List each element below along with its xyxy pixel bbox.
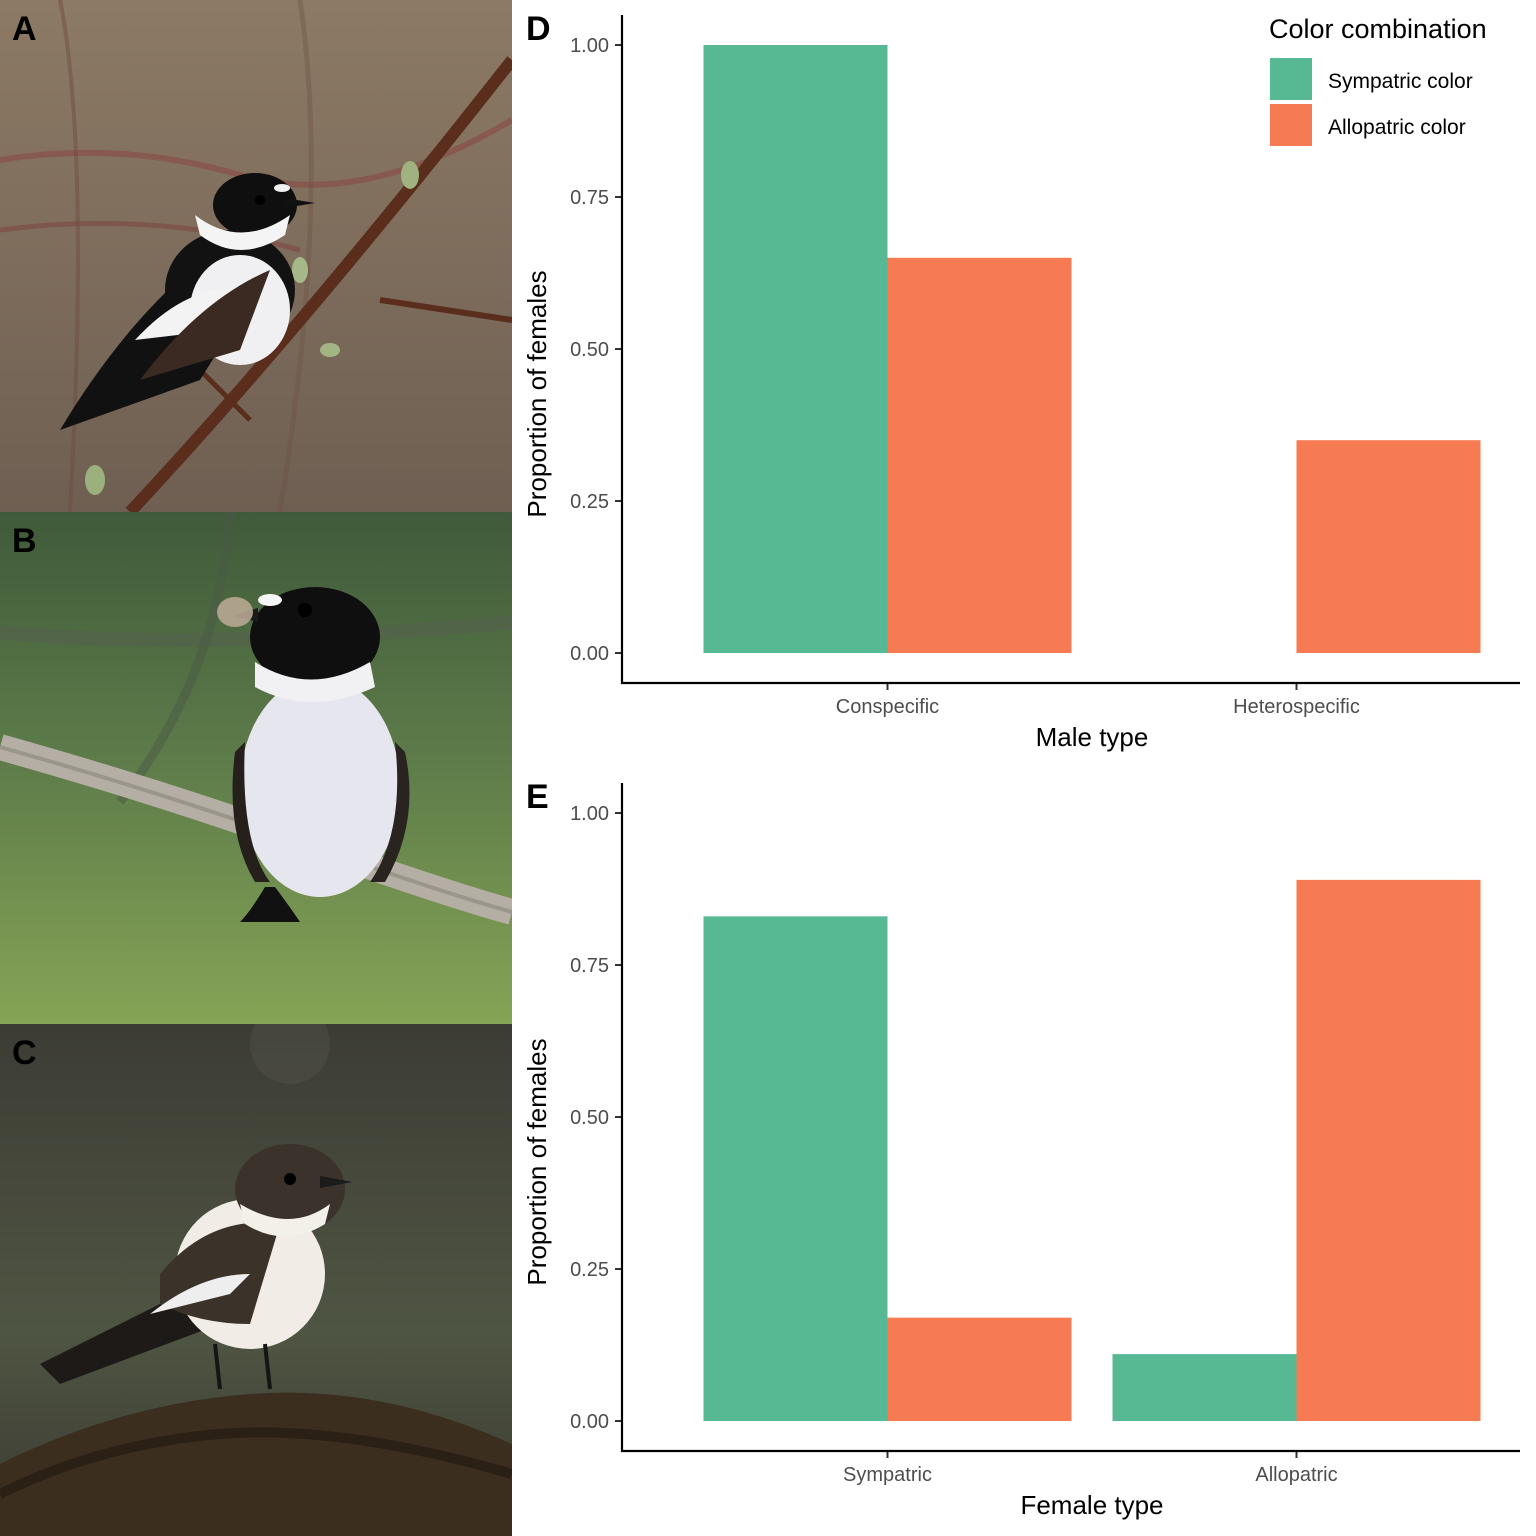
y-tick-label: 0.50 <box>570 1107 609 1129</box>
bar-group <box>703 879 1481 1421</box>
bar-chart-female-type: E 0.00 0.25 0.50 0.75 1.00 Sympatric Allopatr… <box>522 778 1520 1520</box>
x-tick-label-allopatric: Allopatric <box>1255 1464 1337 1486</box>
x-axis-ticks: Conspecific Heterospecific <box>836 683 1360 718</box>
panel-label-b: B <box>12 522 37 560</box>
x-tick-label-sympatric: Sympatric <box>843 1464 932 1486</box>
photo-a-collared-flycatcher-male <box>0 0 512 512</box>
y-tick-label: 0.50 <box>570 339 609 361</box>
x-tick-label-heterospecific: Heterospecific <box>1233 696 1360 718</box>
y-tick-label: 0.00 <box>570 1411 609 1433</box>
x-tick-label-conspecific: Conspecific <box>836 696 939 718</box>
legend-swatch-sympatric <box>1270 58 1312 100</box>
y-tick-label: 0.75 <box>570 187 609 209</box>
y-axis-ticks: 0.00 0.25 0.50 0.75 1.00 <box>570 35 622 665</box>
panel-label-c: C <box>12 1034 37 1072</box>
photo-c-flycatcher-female <box>0 1024 512 1536</box>
x-axis-title: Female type <box>1020 1490 1163 1520</box>
y-tick-label: 1.00 <box>570 35 609 57</box>
y-axis-title: Proportion of females <box>522 1038 552 1285</box>
legend-label-allopatric: Allopatric color <box>1328 116 1466 139</box>
legend-label-sympatric: Sympatric color <box>1328 70 1473 93</box>
y-tick-label: 0.75 <box>570 955 609 977</box>
legend: Color combination Sympatric color Allopa… <box>1269 14 1487 146</box>
y-tick-label: 0.25 <box>570 1259 609 1281</box>
bar-allopatric-allopatric-color <box>1296 879 1481 1421</box>
y-axis-title: Proportion of females <box>522 270 552 517</box>
y-tick-label: 0.25 <box>570 491 609 513</box>
bar-group <box>703 45 1481 653</box>
bar-sympatric-sympatric-color <box>703 916 888 1421</box>
bar-allopatric-sympatric-color <box>1112 1354 1297 1421</box>
photo-b-pied-flycatcher-male <box>0 512 512 1024</box>
bar-chart-male-type: D 0.00 0.25 0.50 0.75 1.00 Conspecific Hetero… <box>522 10 1520 752</box>
y-tick-label: 0.00 <box>570 643 609 665</box>
bar-heterospecific-allopatric-color <box>1296 440 1481 653</box>
panel-label-d: D <box>526 10 551 48</box>
y-tick-label: 1.00 <box>570 803 609 825</box>
x-axis-title: Male type <box>1036 722 1149 752</box>
bar-sympatric-allopatric-color <box>887 1317 1072 1421</box>
panel-label-e: E <box>526 778 549 816</box>
legend-title: Color combination <box>1269 14 1487 44</box>
legend-swatch-allopatric <box>1270 104 1312 146</box>
bar-conspecific-allopatric-color <box>887 257 1072 653</box>
y-axis-ticks: 0.00 0.25 0.50 0.75 1.00 <box>570 803 622 1433</box>
x-axis-ticks: Sympatric Allopatric <box>843 1451 1338 1486</box>
bar-conspecific-sympatric-color <box>703 45 888 653</box>
panel-label-a: A <box>12 10 37 48</box>
